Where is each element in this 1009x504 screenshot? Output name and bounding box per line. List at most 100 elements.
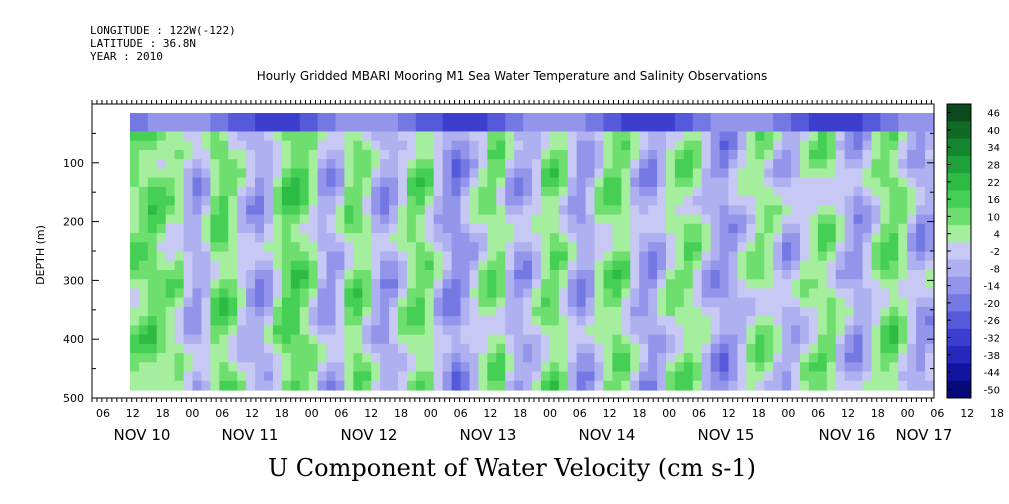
heatmap-cell xyxy=(290,297,301,308)
heatmap-cell xyxy=(701,297,712,308)
heatmap-cell xyxy=(782,288,792,299)
heatmap-cell xyxy=(165,186,176,197)
heatmap-cell xyxy=(648,149,658,160)
heatmap-cell xyxy=(398,269,408,280)
heatmap-cell xyxy=(585,288,596,299)
heatmap-cell xyxy=(308,159,319,169)
heatmap-cell xyxy=(755,205,765,216)
heatmap-cell xyxy=(371,269,381,280)
heatmap-cell xyxy=(478,242,488,253)
heatmap-cell xyxy=(335,279,345,290)
heatmap-cell xyxy=(576,362,587,373)
heatmap-cell xyxy=(496,260,506,271)
heatmap-cell xyxy=(210,380,220,391)
heatmap-cell xyxy=(800,279,810,290)
heatmap-cell xyxy=(371,325,381,336)
heatmap-cell xyxy=(264,380,274,391)
heatmap-cell xyxy=(362,279,372,290)
heatmap-cell xyxy=(925,380,935,391)
heatmap-cell xyxy=(183,353,194,363)
heatmap-cell xyxy=(844,380,855,391)
heatmap-cell xyxy=(549,353,560,363)
heatmap-cell xyxy=(889,260,899,271)
heatmap-cell xyxy=(782,334,792,345)
heatmap-cell xyxy=(371,233,381,243)
heatmap-cell xyxy=(344,380,354,391)
heatmap-cell xyxy=(683,334,694,345)
heatmap-cell xyxy=(389,316,399,326)
heatmap-cell xyxy=(540,223,551,234)
heatmap-cell xyxy=(594,149,605,160)
heatmap-cell xyxy=(817,260,828,271)
heatmap-cell xyxy=(567,223,578,234)
heatmap-cell xyxy=(201,149,211,160)
heatmap-cell xyxy=(192,214,203,225)
heatmap-cell xyxy=(817,113,828,123)
heatmap-cell xyxy=(505,140,515,151)
heatmap-cell xyxy=(496,159,506,169)
heatmap-cell xyxy=(773,149,783,160)
heatmap-cell xyxy=(621,380,631,391)
heatmap-cell xyxy=(406,251,417,262)
heatmap-cell xyxy=(728,353,739,363)
heatmap-cell xyxy=(782,196,792,206)
colorbar-label: 4 xyxy=(994,230,1000,241)
heatmap-cell xyxy=(299,168,310,179)
heatmap-cell xyxy=(442,297,453,308)
heatmap-cell xyxy=(674,325,685,336)
heatmap-cell xyxy=(791,214,801,225)
heatmap-cell xyxy=(460,186,471,197)
heatmap-cell xyxy=(174,353,185,363)
heatmap-cell xyxy=(657,251,667,262)
heatmap-cell xyxy=(862,251,873,262)
heatmap-cell xyxy=(415,149,426,160)
heatmap-cell xyxy=(389,380,399,391)
heatmap-cell xyxy=(558,196,569,206)
heatmap-cell xyxy=(335,325,345,336)
heatmap-cell xyxy=(612,223,622,234)
heatmap-cell xyxy=(317,159,328,169)
heatmap-cell xyxy=(746,159,756,169)
heatmap-cell xyxy=(523,306,533,317)
heatmap-cell xyxy=(800,343,810,354)
heatmap-cell xyxy=(433,196,444,206)
heatmap-cell xyxy=(406,260,417,271)
heatmap-cell xyxy=(147,251,158,262)
heatmap-cell xyxy=(612,251,622,262)
heatmap-cell xyxy=(183,380,194,391)
heatmap-cell xyxy=(773,325,783,336)
heatmap-cell xyxy=(925,269,935,280)
heatmap-cell xyxy=(210,334,220,345)
heatmap-cell xyxy=(925,362,935,373)
heatmap-cell xyxy=(746,343,756,354)
heatmap-cell xyxy=(549,113,560,123)
heatmap-cell xyxy=(487,186,497,197)
heatmap-cell xyxy=(817,297,828,308)
heatmap-cell xyxy=(406,362,417,373)
heatmap-cell xyxy=(165,131,176,142)
heatmap-cell xyxy=(630,297,640,308)
heatmap-cell xyxy=(290,233,301,243)
heatmap-cell xyxy=(764,297,774,308)
heatmap-cell xyxy=(800,251,810,262)
heatmap-cell xyxy=(567,214,578,225)
heatmap-cell xyxy=(657,205,667,216)
heatmap-cell xyxy=(701,325,712,336)
heatmap-cell xyxy=(925,205,935,216)
heatmap-cell xyxy=(174,177,185,188)
heatmap-cell xyxy=(192,334,203,345)
heatmap-cell xyxy=(165,122,176,133)
heatmap-cell xyxy=(165,380,176,391)
heatmap-cell xyxy=(567,186,578,197)
heatmap-cell xyxy=(326,316,337,326)
heatmap-cell xyxy=(871,325,881,336)
heatmap-cell xyxy=(755,223,765,234)
heatmap-cell xyxy=(469,186,479,197)
heatmap-cell xyxy=(371,214,381,225)
heatmap-cell xyxy=(389,279,399,290)
heatmap-cell xyxy=(558,186,569,197)
heatmap-cell xyxy=(147,343,158,354)
heatmap-cell xyxy=(782,297,792,308)
heatmap-cell xyxy=(201,205,211,216)
heatmap-cell xyxy=(540,168,551,179)
